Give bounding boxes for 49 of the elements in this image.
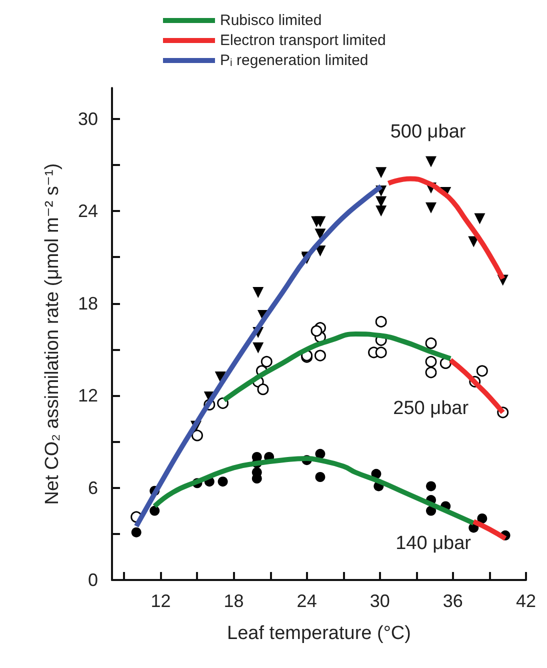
point: [375, 346, 387, 358]
point: [426, 156, 437, 168]
point: [252, 286, 264, 298]
point: [310, 325, 322, 337]
y-tick-label: 24: [78, 201, 98, 221]
x-tick-label: 24: [296, 591, 317, 611]
point: [376, 206, 387, 216]
point: [426, 481, 436, 492]
x-axis-title: Leaf temperature (°C): [227, 623, 411, 644]
point: [218, 476, 228, 487]
y-axis-title: Net CO₂ assimilation rate (μmol m⁻² s⁻¹): [42, 163, 63, 505]
series-label: 140 μbar: [396, 532, 472, 554]
x-tick-label: 30: [370, 591, 390, 611]
point: [476, 365, 488, 377]
point: [425, 366, 437, 378]
point: [315, 472, 326, 482]
x-tick-label: 12: [150, 591, 171, 611]
point: [474, 213, 486, 224]
y-tick-label: 18: [78, 293, 98, 314]
point: [425, 337, 437, 349]
point: [191, 430, 203, 442]
point: [314, 216, 326, 228]
x-tick-label: 36: [442, 591, 463, 611]
point: [376, 167, 387, 178]
legend-label: Rubisco limited: [220, 12, 322, 29]
x-tick-label: 42: [516, 591, 536, 611]
point: [426, 506, 436, 516]
series-label: 250 μbar: [393, 398, 470, 419]
series-label: 500 μbar: [390, 121, 466, 142]
y-tick-label: 30: [78, 108, 98, 129]
y-tick-label: 12: [78, 386, 98, 406]
point: [375, 316, 387, 328]
point: [314, 228, 326, 240]
point: [425, 356, 437, 368]
point: [477, 514, 488, 524]
y-tick-label: 0: [88, 570, 98, 590]
point: [131, 527, 142, 538]
legend-label: Electron transport limited: [220, 32, 386, 49]
point: [260, 356, 272, 368]
point: [252, 342, 264, 354]
y-tick-label: 6: [88, 478, 98, 498]
point: [257, 384, 269, 396]
point: [314, 350, 326, 362]
point: [315, 448, 326, 459]
point: [252, 474, 262, 484]
x-tick-label: 18: [224, 591, 244, 611]
point: [426, 202, 437, 214]
legend-label: Pᵢ regeneration limited: [220, 52, 368, 69]
point: [150, 506, 160, 516]
